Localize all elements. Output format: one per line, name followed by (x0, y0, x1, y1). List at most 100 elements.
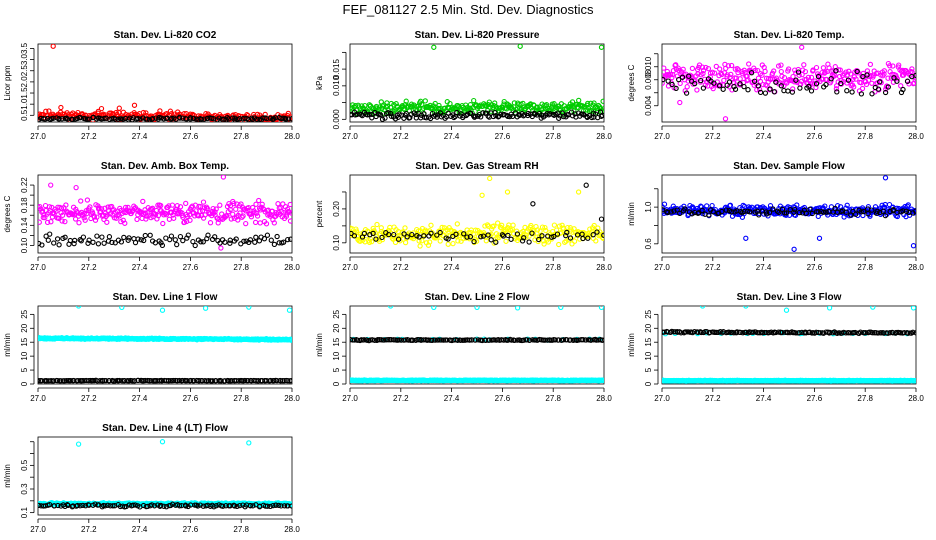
data-point (585, 235, 591, 241)
data-point (820, 65, 827, 71)
chart-title: Stan. Dev. Line 1 Flow (113, 292, 218, 303)
data-point (778, 83, 784, 89)
data-point (183, 503, 189, 509)
data-point (577, 236, 583, 242)
data-point (514, 306, 521, 311)
data-point (593, 238, 599, 244)
data-point (59, 212, 66, 218)
data-point (554, 231, 561, 237)
data-point (87, 204, 93, 210)
y-tick-label: 5 (644, 367, 653, 372)
data-point (556, 241, 562, 248)
data-point (510, 222, 516, 228)
data-point (75, 441, 82, 447)
data-point (286, 307, 292, 313)
data-point (834, 89, 840, 95)
data-point (474, 306, 480, 311)
data-point (56, 215, 62, 222)
data-point (451, 106, 457, 112)
data-point (119, 306, 125, 311)
data-point (469, 337, 475, 343)
data-point (39, 242, 45, 248)
y-tick-label: 0.14 (20, 217, 29, 233)
data-point (886, 201, 893, 208)
data-point (257, 207, 264, 213)
chart-title: Stan. Dev. Li-820 Temp. (734, 30, 845, 41)
data-point (851, 84, 857, 90)
data-point (104, 219, 110, 225)
data-point (44, 219, 51, 226)
y-tick-label: 20 (20, 323, 29, 332)
data-point (168, 116, 174, 122)
data-point (256, 197, 262, 204)
data-point (741, 67, 747, 73)
data-point (257, 220, 263, 226)
data-point (163, 212, 170, 218)
data-point (192, 242, 198, 249)
data-point (143, 216, 149, 222)
x-tick-label: 27.0 (342, 263, 358, 272)
data-point (832, 72, 838, 79)
data-point (828, 78, 834, 84)
data-point (63, 115, 70, 121)
data-point (732, 86, 739, 92)
data-point (779, 329, 785, 336)
data-point (905, 202, 911, 208)
data-point (161, 503, 167, 509)
data-point (810, 67, 816, 73)
data-point (431, 306, 437, 311)
data-point (819, 69, 825, 76)
data-point (402, 225, 408, 231)
data-point (756, 212, 762, 218)
data-point (734, 329, 740, 335)
data-point (80, 502, 86, 509)
data-point (852, 211, 859, 217)
data-point (723, 207, 729, 213)
data-point (592, 111, 599, 117)
y-tick-label: 0.010 (644, 56, 653, 77)
data-point (860, 208, 867, 215)
x-tick-label: 28.0 (908, 394, 924, 403)
x-tick-label: 27.8 (857, 394, 873, 403)
data-point (237, 210, 243, 216)
data-point (867, 61, 874, 68)
y-tick-label: 0.22 (20, 177, 29, 193)
data-point (62, 234, 68, 240)
x-tick-label: 27.4 (756, 394, 772, 403)
data-point (48, 182, 54, 188)
data-point (445, 241, 451, 247)
data-point (176, 377, 183, 384)
data-point (568, 227, 574, 233)
data-point (743, 329, 749, 335)
y-tick-label: 0 (644, 381, 653, 386)
data-point (263, 221, 270, 227)
data-point (881, 71, 887, 77)
y-tick-label: 3.0 (20, 53, 29, 65)
data-point (86, 237, 92, 243)
data-point (142, 232, 148, 239)
data-point (820, 209, 827, 215)
data-point (146, 117, 153, 122)
x-tick-label: 27.6 (495, 263, 511, 272)
data-point (131, 102, 138, 108)
data-point (437, 229, 443, 236)
data-point (543, 227, 549, 234)
data-point (748, 70, 755, 76)
data-point (122, 220, 128, 226)
data-point (121, 234, 127, 241)
data-point (106, 234, 113, 240)
data-point (210, 378, 216, 384)
data-point (379, 234, 385, 241)
data-point (143, 110, 149, 116)
data-point (361, 230, 368, 237)
x-tick-label: 27.8 (857, 263, 873, 272)
data-point (62, 218, 68, 225)
data-point (149, 205, 156, 211)
data-point (196, 378, 202, 384)
data-point (755, 67, 761, 74)
data-point (238, 241, 244, 247)
data-point (480, 233, 487, 239)
data-point (806, 83, 812, 90)
data-point (132, 239, 139, 246)
